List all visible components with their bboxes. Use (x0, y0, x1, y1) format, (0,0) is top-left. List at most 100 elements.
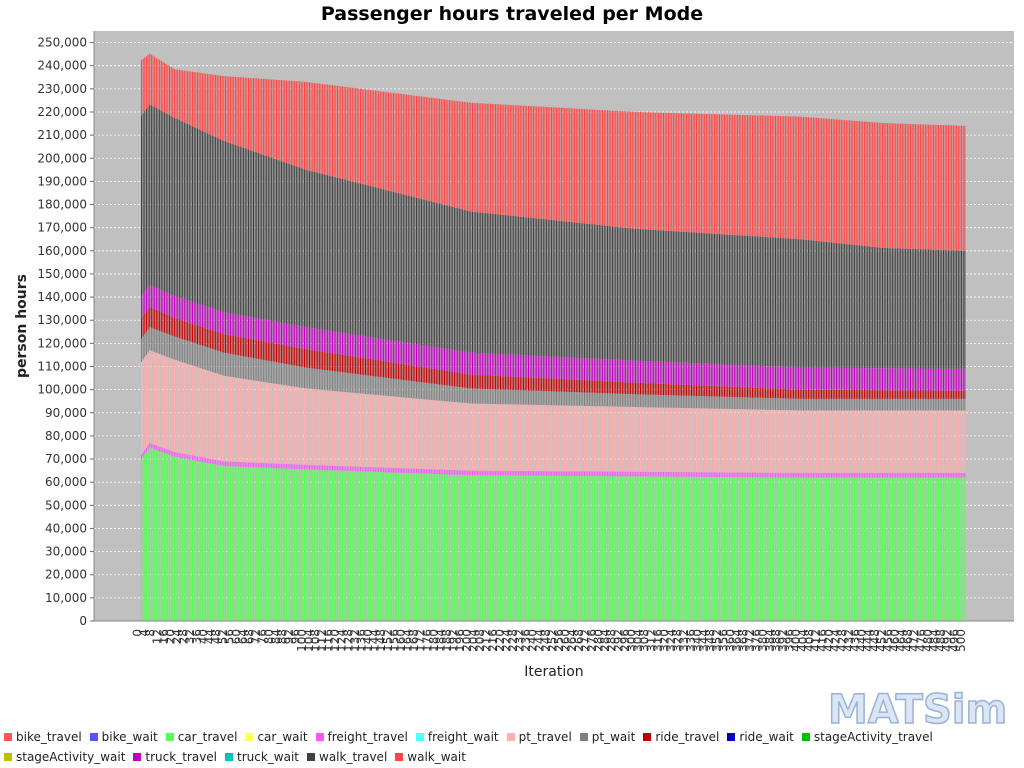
x-tick-label: 64 (236, 629, 250, 644)
bar-segment-ride_travel (715, 386, 717, 397)
bar-segment-car_travel (305, 469, 307, 621)
bar-segment-freight_travel (875, 472, 877, 478)
bar-segment-walk_wait (516, 105, 518, 217)
bar-segment-ride_travel (448, 371, 450, 386)
bar-segment-ride_travel (552, 378, 554, 392)
bar-segment-freight_travel (144, 449, 146, 455)
bar-segment-car_travel (159, 451, 161, 621)
bar-segment-car_travel (727, 477, 729, 621)
bar-segment-car_travel (455, 474, 457, 621)
bar-segment-truck_travel (374, 337, 376, 360)
bar-segment-pt_wait (364, 375, 366, 394)
bar-segment-freight_travel (243, 462, 245, 467)
bar-segment-walk_wait (279, 80, 281, 161)
bar-segment-car_travel (384, 472, 386, 621)
bar-segment-walk_wait (450, 100, 452, 207)
y-tick-label: 70,000 (45, 452, 87, 466)
bar-segment-walk_travel (870, 246, 872, 369)
bar-segment-ride_travel (437, 369, 439, 385)
bar-segment-truck_travel (658, 361, 660, 384)
bar-segment-pt_travel (546, 405, 548, 472)
bar-segment-walk_travel (964, 250, 966, 369)
bar-segment-pt_wait (373, 376, 375, 395)
bar-segment-walk_wait (371, 90, 373, 187)
bar-segment-walk_travel (244, 148, 246, 317)
bar-segment-truck_travel (745, 365, 747, 388)
bar-segment-truck_travel (402, 342, 404, 365)
bar-segment-walk_travel (850, 244, 852, 369)
bar-segment-ride_travel (760, 387, 762, 398)
bar-segment-car_travel (733, 477, 735, 621)
bar-segment-ride_travel (185, 321, 187, 341)
bar-segment-ride_travel (470, 374, 472, 389)
bar-segment-walk_travel (401, 193, 403, 342)
bar-segment-truck_travel (532, 355, 534, 378)
bar-segment-car_travel (495, 475, 497, 621)
bar-segment-pt_wait (918, 398, 920, 411)
bar-segment-walk_travel (961, 250, 963, 369)
bar-segment-walk_travel (336, 177, 338, 332)
bar-segment-walk_travel (842, 243, 844, 368)
bar-segment-ride_travel (730, 386, 732, 397)
bar-segment-freight_travel (356, 466, 358, 472)
bar-segment-ride_travel (519, 377, 521, 391)
bar-segment-truck_travel (529, 355, 531, 378)
bar-segment-walk_wait (216, 75, 218, 138)
bar-segment-ride_travel (684, 384, 686, 396)
bar-segment-pt_travel (867, 410, 869, 473)
bar-segment-car_travel (206, 462, 208, 621)
bar-segment-pt_travel (692, 408, 694, 473)
bar-segment-ride_travel (159, 311, 161, 331)
bar-segment-car_travel (686, 476, 688, 621)
bar-segment-truck_travel (213, 308, 215, 331)
bar-segment-walk_travel (287, 163, 289, 324)
bar-segment-ride_travel (155, 309, 157, 330)
bar-segment-pt_travel (524, 404, 526, 471)
bar-segment-pt_travel (463, 402, 465, 471)
bar-segment-walk_wait (847, 120, 849, 245)
bar-segment-ride_travel (781, 388, 783, 399)
x-tick-label: 192 (447, 629, 461, 652)
bar-segment-walk_wait (276, 79, 278, 160)
bar-segment-walk_wait (366, 89, 368, 186)
legend-label: truck_travel (145, 750, 218, 764)
bar-segment-walk_travel (369, 186, 371, 338)
bar-segment-freight_travel (519, 470, 521, 476)
bar-segment-pt_wait (921, 398, 923, 411)
bar-segment-pt_wait (430, 383, 432, 400)
bar-segment-car_travel (794, 477, 796, 621)
bar-segment-walk_travel (926, 249, 928, 369)
bar-segment-pt_wait (481, 388, 483, 404)
bar-segment-walk_wait (888, 123, 890, 249)
bar-segment-walk_wait (555, 107, 557, 221)
bar-segment-pt_travel (284, 385, 286, 464)
bar-segment-walk_wait (267, 79, 269, 157)
bar-segment-pt_travel (608, 406, 610, 472)
bar-segment-pt_wait (397, 379, 399, 397)
bar-segment-car_travel (532, 475, 534, 621)
bar-segment-ride_travel (929, 390, 931, 399)
bar-segment-walk_wait (781, 116, 783, 239)
bar-segment-walk_wait (770, 115, 772, 238)
bar-segment-walk_travel (236, 145, 238, 315)
bar-segment-walk_travel (341, 178, 343, 333)
bar-segment-walk_wait (509, 104, 511, 216)
bar-segment-car_travel (211, 463, 213, 621)
bar-segment-walk_travel (572, 222, 574, 358)
bar-segment-walk_travel (279, 160, 281, 323)
bar-segment-ride_travel (188, 322, 190, 342)
bar-segment-ride_travel (424, 367, 426, 383)
bar-segment-pt_travel (501, 404, 503, 471)
bar-segment-ride_travel (872, 390, 874, 399)
bar-segment-pt_travel (684, 408, 686, 473)
bar-segment-pt_travel (236, 377, 238, 462)
bar-segment-freight_travel (812, 472, 814, 478)
bar-segment-walk_travel (417, 198, 419, 345)
bar-segment-walk_travel (901, 248, 903, 369)
bar-segment-car_travel (679, 476, 681, 621)
bar-segment-freight_travel (554, 471, 556, 476)
bar-segment-pt_wait (206, 347, 208, 371)
bar-segment-walk_travel (946, 250, 948, 369)
bar-segment-car_travel (704, 476, 706, 621)
bar-segment-walk_wait (343, 86, 345, 180)
